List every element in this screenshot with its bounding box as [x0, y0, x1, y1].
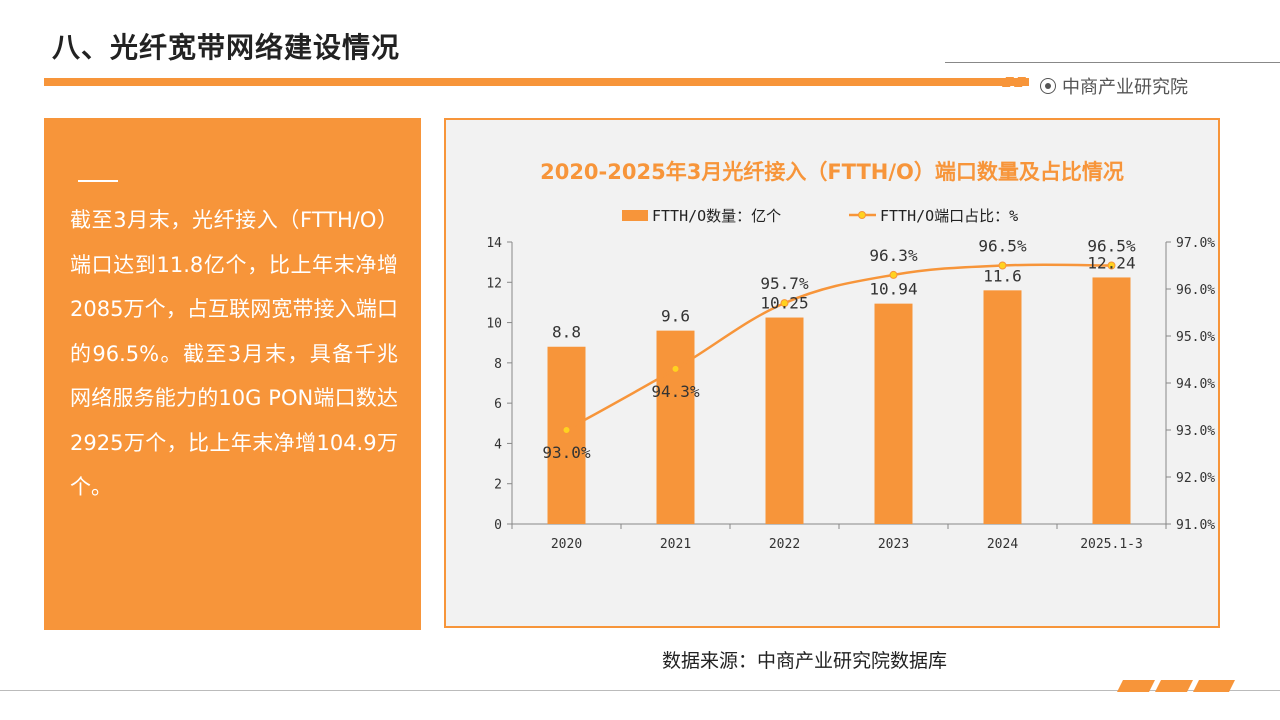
y-left-tick-label: 6	[494, 397, 502, 412]
legend-line-label: FTTH/O端口占比：%	[880, 207, 1018, 225]
page-title: 八、光纤宽带网络建设情况	[52, 31, 401, 64]
bar-value-label: 9.6	[661, 307, 690, 326]
y-left-tick-label: 2	[494, 478, 502, 493]
bar	[1092, 277, 1131, 524]
chart: 2020-2025年3月光纤接入（FTTH/O）端口数量及占比情况 FTTH/O数…	[486, 160, 1215, 552]
brand-name: 中商产业研究院	[1062, 77, 1188, 98]
y-right-tick-label: 92.0%	[1176, 471, 1215, 486]
bar	[765, 317, 804, 524]
line-point	[998, 261, 1007, 270]
line-value-label: 96.5%	[978, 237, 1027, 256]
footer-rule	[0, 690, 1280, 691]
line-point	[671, 364, 680, 373]
bar	[656, 330, 695, 524]
header-stripes	[1002, 77, 1026, 87]
x-tick-label: 2021	[660, 537, 691, 552]
y-right-tick-label: 93.0%	[1176, 424, 1215, 439]
bar	[547, 346, 586, 524]
y-right-tick-label: 91.0%	[1176, 518, 1215, 533]
line-point	[562, 426, 571, 434]
y-right-tick-label: 96.0%	[1176, 283, 1215, 298]
footer-stripes	[1117, 680, 1235, 692]
panel-dash	[78, 180, 118, 182]
line-value-label: 93.0%	[542, 443, 591, 462]
source-note: 数据来源：中商产业研究院数据库	[662, 650, 948, 672]
brand-label: 中商产业研究院	[1040, 73, 1188, 99]
y-left-tick-label: 12	[486, 276, 502, 291]
header-rule	[945, 62, 1280, 63]
y-left-tick-label: 10	[486, 317, 502, 332]
y-right-tick-label: 94.0%	[1176, 377, 1215, 392]
line-point	[889, 270, 898, 279]
title-underline	[44, 78, 1029, 86]
line-point	[780, 299, 789, 308]
summary-panel: 截至3月末，光纤接入（FTTH/O）端口达到11.8亿个，比上年末净增2085万…	[44, 118, 421, 630]
legend-bar-label: FTTH/O数量：亿个	[652, 207, 781, 225]
line-value-label: 95.7%	[760, 274, 809, 293]
bar-value-label: 11.6	[983, 266, 1022, 285]
x-tick-label: 2020	[551, 537, 582, 552]
line-value-label: 96.5%	[1087, 237, 1136, 256]
x-tick-label: 2024	[987, 537, 1018, 552]
x-tick-label: 2023	[878, 537, 909, 552]
legend-bar-swatch	[622, 210, 648, 221]
legend-line-marker	[858, 211, 866, 219]
summary-text: 截至3月末，光纤接入（FTTH/O）端口达到11.8亿个，比上年末净增2085万…	[70, 208, 398, 499]
bar-value-label: 10.94	[869, 280, 917, 299]
line-value-label: 94.3%	[651, 382, 700, 401]
y-left-tick-label: 4	[494, 437, 502, 452]
x-tick-label: 2022	[769, 537, 800, 552]
bar-value-label: 12.24	[1087, 253, 1135, 272]
y-left-tick-label: 14	[486, 236, 502, 251]
bar	[983, 290, 1022, 524]
line-value-label: 96.3%	[869, 246, 918, 265]
x-tick-label: 2025.1-3	[1080, 537, 1143, 552]
line-point	[1107, 261, 1116, 270]
bar-value-label: 8.8	[552, 323, 581, 342]
bar-value-label: 10.25	[760, 294, 808, 313]
y-left-tick-label: 8	[494, 357, 502, 372]
y-right-tick-label: 95.0%	[1176, 330, 1215, 345]
bar	[874, 303, 913, 524]
target-icon	[1040, 78, 1056, 94]
y-left-tick-label: 0	[494, 518, 502, 533]
y-right-tick-label: 97.0%	[1176, 236, 1215, 251]
chart-title: 2020-2025年3月光纤接入（FTTH/O）端口数量及占比情况	[540, 160, 1124, 184]
series-line	[565, 263, 1112, 432]
